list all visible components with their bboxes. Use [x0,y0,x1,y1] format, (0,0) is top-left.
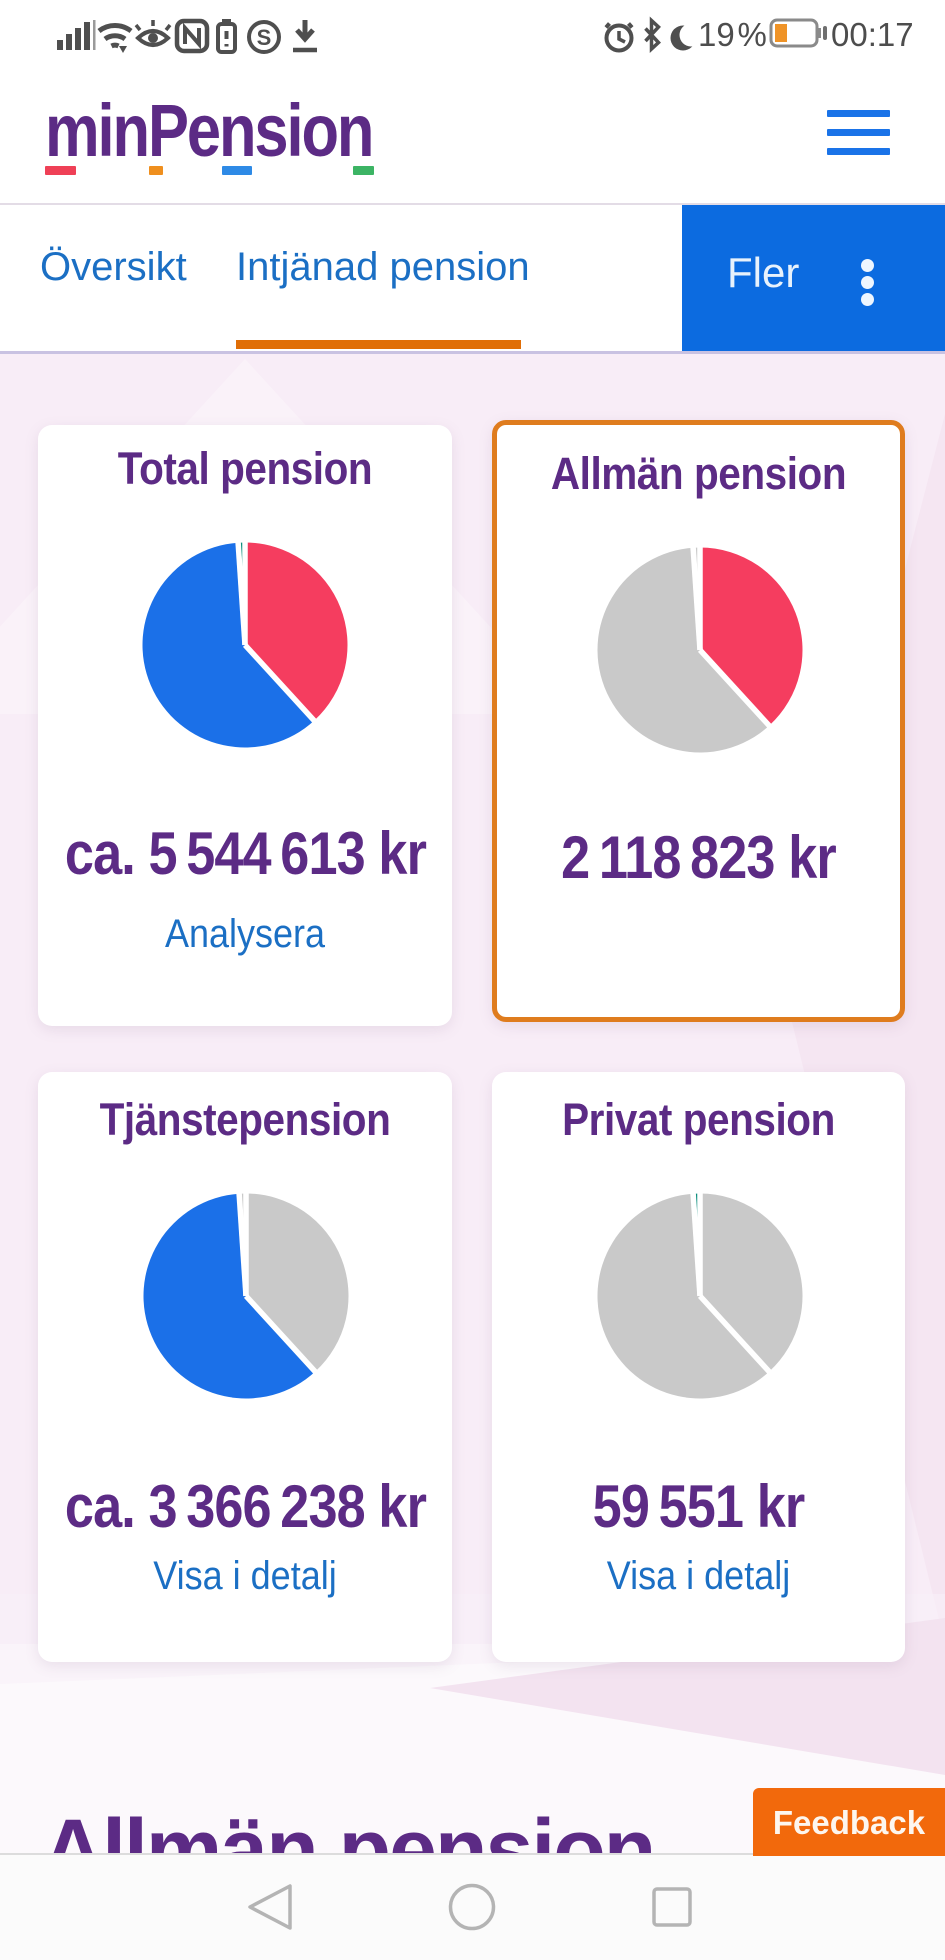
svg-text:S: S [257,25,272,50]
